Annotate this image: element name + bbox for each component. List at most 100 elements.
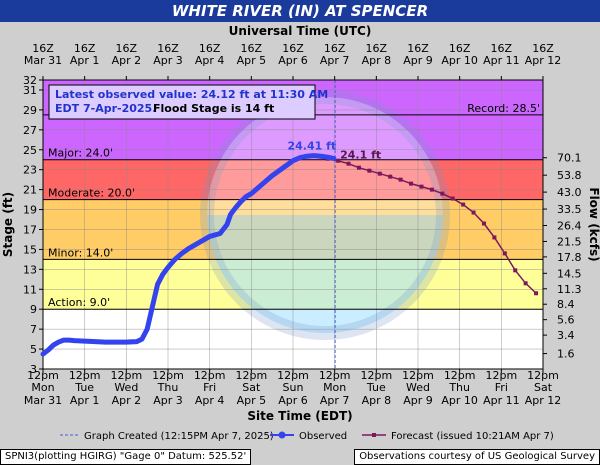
x-axis-label: Site Time (EDT) [247,409,353,423]
info-box [48,84,316,120]
y2-axis-label: Flow (kcfs) [587,187,600,261]
y-tick-label: 31 [23,84,37,97]
forecast-point [377,171,382,176]
threshold-label-major: Major: 24.0' [48,147,113,160]
y-tick-label: 11 [23,283,37,296]
y-tick-label: 7 [30,323,37,336]
forecast-point [513,268,518,273]
info-flood-stage: Flood Stage is 14 ft [153,102,274,115]
top-tick-date: Apr 11 [483,54,520,67]
x-tick-date: Apr 8 [362,394,392,407]
flow-tick-label: 3.4 [557,329,575,342]
forecast-peak-label: 24.1 ft [340,149,381,162]
flow-tick-label: 21.5 [557,235,582,248]
forecast-point [356,165,361,170]
top-tick-date: Apr 8 [362,54,392,67]
top-tick-time: 16Z [449,42,471,55]
forecast-point [388,174,393,179]
top-tick-time: 16Z [532,42,554,55]
x-tick-day: Wed [114,381,138,394]
y-tick-label: 19 [23,204,37,217]
x-tick-date: Apr 11 [483,394,520,407]
y-tick-label: 27 [23,124,37,137]
x-tick-date: Apr 9 [403,394,433,407]
y-tick-label: 23 [23,164,37,177]
x-tick-time: 12pm [485,369,517,382]
forecast-point [502,251,507,256]
top-tick-time: 16Z [366,42,388,55]
top-tick-date: Apr 3 [153,54,183,67]
x-tick-time: 12pm [152,369,184,382]
top-tick-date: Apr 1 [70,54,100,67]
top-tick-date: Mar 31 [24,54,62,67]
x-tick-date: Apr 7 [320,394,350,407]
forecast-point [398,177,403,182]
noaa-watermark-ring-icon [200,90,450,340]
forecast-point [450,196,455,201]
chart-title: WHITE RIVER (IN) AT SPENCER [0,0,600,22]
forecast-point [481,221,486,226]
x-tick-date: Mar 31 [24,394,62,407]
threshold-label-minor: Minor: 14.0' [48,246,113,259]
x-tick-time: 12pm [319,369,351,382]
top-tick-time: 16Z [491,42,513,55]
flow-tick-label: 17.8 [557,251,582,264]
x-tick-date: Apr 12 [525,394,562,407]
x-tick-time: 12pm [235,369,267,382]
noaa-watermark-icon [207,97,443,333]
x-tick-date: Apr 5 [237,394,267,407]
forecast-point [367,168,372,173]
forecast-point [534,291,539,296]
flow-tick-label: 43.0 [557,186,582,199]
threshold-label-moderate: Moderate: 20.0' [48,187,135,200]
top-tick-time: 16Z [407,42,429,55]
flow-tick-label: 8.4 [557,298,575,311]
top-tick-date: Apr 6 [278,54,308,67]
top-tick-time: 16Z [74,42,96,55]
top-tick-date: Apr 2 [112,54,142,67]
x-tick-day: Fri [203,381,216,394]
legend-observed-label: Observed [299,431,347,442]
forecast-point [409,181,414,186]
threshold-label-action: Action: 9.0' [48,296,110,309]
data-source-note: Observations courtesy of US Geological S… [354,449,600,465]
x-tick-day: Sat [534,381,553,394]
flow-tick-label: 14.5 [557,267,582,280]
x-tick-day: Thu [448,381,470,394]
x-tick-day: Wed [406,381,430,394]
top-tick-time: 16Z [324,42,346,55]
y-tick-label: 17 [23,223,37,236]
top-tick-date: Apr 10 [441,54,478,67]
flow-tick-label: 11.3 [557,283,582,296]
x-tick-time: 12pm [360,369,392,382]
gauge-datum-note: SPNI3(plotting HGIRG) "Gage 0" Datum: 52… [0,449,252,465]
x-tick-day: Mon [31,381,54,394]
top-tick-time: 16Z [32,42,54,55]
x-tick-date: Apr 3 [153,394,183,407]
noaa-watermark-lower-icon [207,215,443,333]
legend-forecast-label: Forecast (issued 10:21AM Apr 7) [391,431,554,442]
record-label: Record: 28.5' [467,102,540,115]
y-tick-label: 15 [23,243,37,256]
forecast-point [461,202,466,207]
x-tick-day: Fri [495,381,508,394]
observed-line [40,153,337,357]
top-tick-time: 16Z [282,42,304,55]
y-tick-label: 13 [23,263,37,276]
x-tick-time: 12pm [110,369,142,382]
forecast-point [419,184,424,189]
x-tick-day: Thu [157,381,179,394]
x-tick-time: 12pm [277,369,309,382]
top-tick-date: Apr 9 [403,54,433,67]
x-tick-day: Sun [283,381,304,394]
y-tick-label: 3 [30,363,37,376]
flow-tick-label: 70.1 [557,152,582,165]
y-tick-label: 32 [23,74,37,87]
x-tick-day: Mon [323,381,346,394]
forecast-point [429,187,434,192]
flow-tick-label: 26.4 [557,219,582,232]
top-tick-date: Apr 7 [320,54,350,67]
x-tick-day: Sat [242,381,261,394]
